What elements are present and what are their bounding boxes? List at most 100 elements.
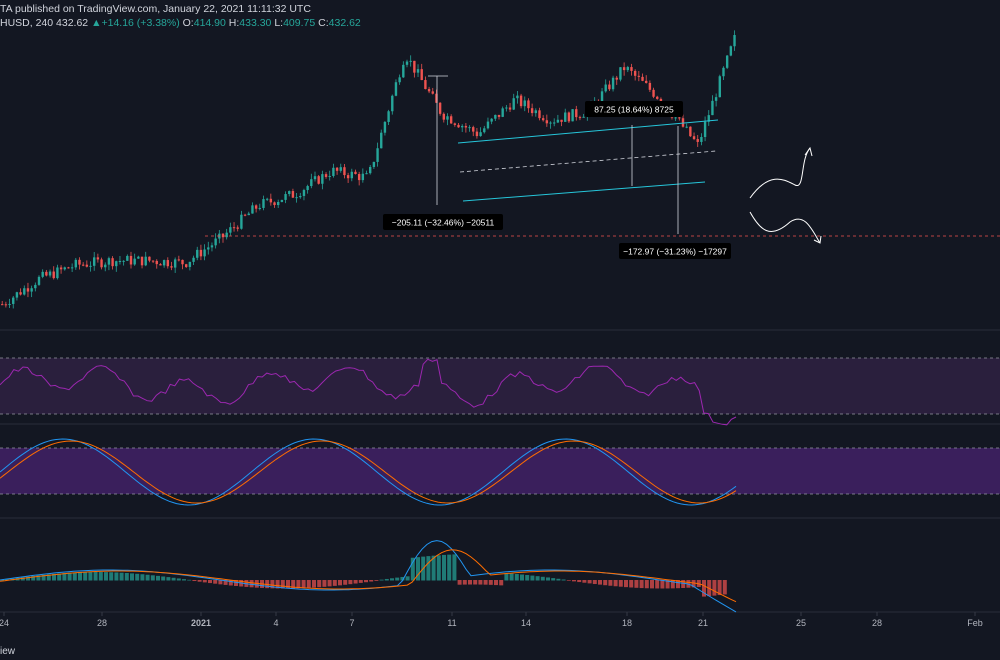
candle-body <box>74 259 77 268</box>
candle-body <box>258 207 261 209</box>
x-tick-label: 14 <box>521 618 531 628</box>
candle-body <box>413 60 416 73</box>
macd-histogram-bar <box>509 573 514 581</box>
candle-body <box>486 121 490 129</box>
candle-body <box>449 116 453 124</box>
candle-body <box>328 175 331 177</box>
macd-histogram-bar <box>130 573 134 581</box>
arrow-head-icon <box>813 235 822 244</box>
stoch-d-line <box>0 440 737 504</box>
macd-histogram-bar <box>119 572 124 581</box>
candle-body <box>295 197 298 199</box>
macd-histogram-bar <box>364 580 368 583</box>
candle-body <box>273 202 276 206</box>
candle-body <box>196 249 199 258</box>
candle-body <box>696 139 699 142</box>
macd-histogram-bar <box>655 580 660 589</box>
candle-body <box>424 80 427 90</box>
candle-body <box>442 113 445 120</box>
macd-histogram-bar <box>93 572 98 581</box>
candle-body <box>560 119 563 122</box>
macd-histogram-bar <box>468 580 472 585</box>
symbol-label[interactable]: HUSD, 240 <box>0 17 54 29</box>
macd-histogram-bar <box>317 580 322 588</box>
candle-body <box>173 259 177 268</box>
macd-histogram-bar <box>150 575 155 581</box>
macd-histogram-bar <box>670 580 675 589</box>
candle-body <box>703 121 707 138</box>
macd-histogram-bar <box>525 575 530 581</box>
candle-body <box>530 108 534 114</box>
candle-body <box>626 67 629 71</box>
candle-body <box>85 264 89 267</box>
candle-body <box>299 195 302 198</box>
macd-histogram-bar <box>608 580 613 586</box>
macd-histogram-bar <box>171 577 176 581</box>
candle-body <box>387 111 390 122</box>
candle-body <box>155 260 158 265</box>
candle-body <box>262 199 265 208</box>
change-arrow-icon: ▲ <box>91 17 102 29</box>
candle-body <box>8 303 11 305</box>
macd-histogram-bar <box>457 580 462 585</box>
candle-body <box>148 256 151 261</box>
candle-body <box>140 256 144 266</box>
macd-histogram-bar <box>31 576 36 581</box>
candle-body <box>689 126 692 137</box>
macd-histogram-bar <box>353 580 358 584</box>
candle-body <box>214 238 217 246</box>
candle-body <box>494 114 497 119</box>
macd-histogram-bar <box>270 580 275 589</box>
candle-body <box>461 125 464 128</box>
macd-histogram-bar <box>478 580 483 585</box>
macd-histogram-bar <box>182 579 186 581</box>
macd-histogram-bar <box>83 572 88 581</box>
price-candles <box>1 30 736 309</box>
candle-body <box>553 122 556 124</box>
macd-histogram-bar <box>660 580 665 589</box>
close-label: C: <box>318 17 329 29</box>
macd-histogram-bar <box>431 555 436 581</box>
candle-body <box>420 69 423 81</box>
candle-body <box>284 194 287 200</box>
candle-body <box>45 271 48 276</box>
candle-body <box>339 167 342 171</box>
candle-body <box>111 258 114 267</box>
candle-body <box>725 55 729 68</box>
candle-body <box>622 67 626 71</box>
macd-histogram-bar <box>566 580 571 581</box>
rsi-pane <box>0 357 1000 426</box>
candle-body <box>468 127 471 129</box>
candle-body <box>541 118 545 121</box>
stoch-k-line <box>0 438 737 506</box>
candle-body <box>604 84 607 92</box>
macd-histogram-bar <box>286 580 290 589</box>
macd-histogram-bar <box>603 580 608 586</box>
candle-body <box>608 84 611 90</box>
candle-body <box>678 117 681 119</box>
candle-body <box>122 260 125 262</box>
candle-body <box>538 110 541 119</box>
candle-body <box>4 304 8 306</box>
macd-histogram-bar <box>410 557 415 581</box>
candle-body <box>67 267 70 269</box>
candle-body <box>240 214 243 229</box>
candle-body <box>564 112 567 122</box>
macd-histogram-bar <box>98 572 103 581</box>
macd-histogram-bar <box>301 580 306 589</box>
macd-histogram-bar <box>156 575 160 581</box>
macd-histogram-bar <box>327 580 332 587</box>
candle-body <box>251 205 254 214</box>
x-tick-label: 28 <box>97 618 107 628</box>
candle-body <box>181 259 184 265</box>
macd-histogram-bar <box>104 572 108 581</box>
candle-body <box>438 102 442 114</box>
macd-histogram-bar <box>504 573 509 581</box>
macd-histogram-bar <box>62 573 67 581</box>
time-axis: 24 28 2021 4 7 11 14 18 21 25 28 Feb <box>0 618 983 628</box>
macd-histogram-bar <box>275 580 280 589</box>
candle-body <box>700 137 703 142</box>
candle-body <box>600 91 604 103</box>
macd-histogram-bar <box>676 580 680 589</box>
